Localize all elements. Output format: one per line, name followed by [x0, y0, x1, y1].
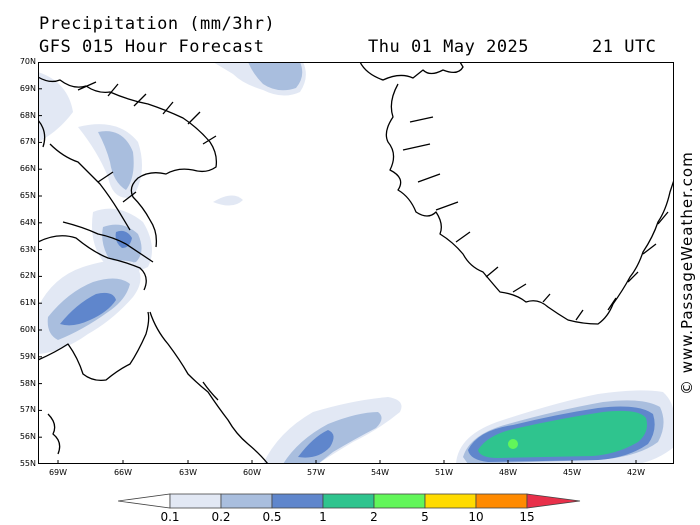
precip-south-cape-farewell: [456, 390, 674, 464]
precipitation-map: [38, 62, 674, 464]
legend-label: 0.2: [211, 510, 231, 524]
lat-label: 59N: [19, 352, 36, 361]
lon-label: 60W: [242, 468, 262, 477]
legend-swatch-10: [475, 493, 528, 509]
lat-label: 67N: [19, 137, 36, 146]
map-frame: [38, 62, 674, 464]
labrador-coast: [38, 311, 269, 464]
lat-label: 63N: [19, 245, 36, 254]
lon-label: 69W: [48, 468, 68, 477]
axis-ticks: [38, 88, 637, 464]
legend-swatch-15: [526, 493, 581, 509]
forecast-date: Thu 01 May 2025: [368, 37, 530, 57]
lat-label: 58N: [19, 379, 36, 388]
lon-label: 48W: [498, 468, 518, 477]
lon-label: 57W: [306, 468, 326, 477]
lon-label: 63W: [178, 468, 198, 477]
map-title: Precipitation (mm/3hr): [39, 14, 276, 34]
legend-swatch-0.5: [271, 493, 324, 509]
legend-label: 5: [421, 510, 429, 524]
legend-swatch-0.2: [220, 493, 273, 509]
lat-label: 70N: [19, 57, 36, 66]
lat-label: 61N: [19, 298, 36, 307]
legend-label: 10: [468, 510, 484, 524]
credit-watermark: © www.PassageWeather.com: [678, 151, 696, 395]
precip-north-davis-strait: [38, 62, 306, 206]
legend-label: 0.1: [160, 510, 180, 524]
newfoundland-coast: [47, 381, 219, 455]
precip-labrador-sea: [38, 260, 402, 464]
legend-label: 0.5: [262, 510, 282, 524]
lat-label: 66N: [19, 164, 36, 173]
lon-label: 42W: [626, 468, 646, 477]
color-legend: [118, 493, 581, 509]
lon-label: 45W: [562, 468, 582, 477]
lon-label: 54W: [370, 468, 390, 477]
legend-swatch-below: [118, 493, 171, 509]
lon-label: 51W: [434, 468, 454, 477]
legend-label: 2: [370, 510, 378, 524]
legend-swatch-2: [373, 493, 426, 509]
lat-label: 64N: [19, 218, 36, 227]
lat-label: 57N: [19, 405, 36, 414]
lat-label: 62N: [19, 271, 36, 280]
hudson-strait-coast: [38, 221, 154, 291]
forecast-hour: GFS 015 Hour Forecast: [39, 37, 265, 57]
lat-label: 56N: [19, 432, 36, 441]
lat-label: 55N: [19, 459, 36, 468]
lat-label: 60N: [19, 325, 36, 334]
forecast-time: 21 UTC: [592, 37, 657, 57]
legend-label: 1: [319, 510, 327, 524]
coastlines: [38, 62, 674, 464]
legend-swatch-1: [322, 493, 375, 509]
legend-swatch-0.1: [169, 493, 222, 509]
legend-swatch-5: [424, 493, 477, 509]
lon-label: 66W: [113, 468, 133, 477]
baffin-fjords: [77, 81, 217, 203]
greenland-coast: [359, 62, 674, 325]
lat-label: 68N: [19, 111, 36, 120]
greenland-fjords: [402, 116, 669, 321]
precip-baffin-coast: [92, 208, 152, 272]
legend-label: 15: [519, 510, 535, 524]
lat-label: 69N: [19, 84, 36, 93]
lat-label: 65N: [19, 191, 36, 200]
